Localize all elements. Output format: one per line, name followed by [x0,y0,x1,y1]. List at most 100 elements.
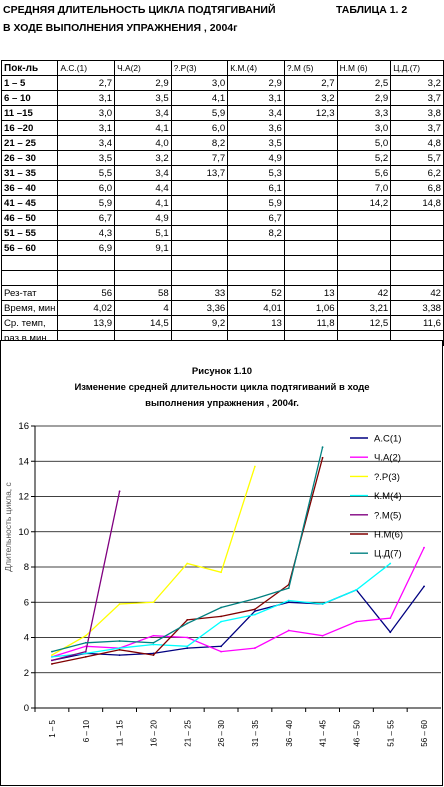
data-point [186,636,189,639]
data-point [220,645,222,648]
data-point [51,659,53,662]
data-point [389,631,392,634]
data-point [51,650,53,653]
x-tick-label: 16 – 20 [149,719,158,746]
x-tick-label: 36 – 40 [285,719,294,746]
legend-label: Н.М(6) [374,530,403,541]
y-tick-label: 2 [24,668,29,679]
data-table: Пок-ль А.С.(1) Ч.А(2) ?.Р(3) К.М.(4) ?.М (5) Н… [0,60,444,346]
data-point [254,610,256,612]
data-point [321,634,324,637]
data-point [84,650,87,653]
series-line [51,466,256,656]
data-point [186,562,189,565]
data-point [51,655,53,658]
data-point [84,652,87,655]
data-point [152,654,155,657]
data-point [287,587,290,590]
page-title: СРЕДНЯЯ ДЛИТЕЛЬНОСТЬ ЦИКЛА ПОДТЯГИВАНИЙ [3,4,276,16]
data-point [321,603,324,605]
data-point [220,571,222,574]
legend-label: ?.Р(3) [374,472,400,483]
y-tick-label: 10 [18,527,29,538]
page-subtitle: В ХОДЕ ВЫПОЛНЕНИЯ УПРАЖНЕНИЯ , 2004г [3,22,238,34]
series-line [51,562,391,658]
x-tick-label: 46 – 50 [352,719,361,746]
data-point [321,446,324,449]
legend-label: Ц.Д(7) [374,549,402,560]
data-point [118,490,121,493]
data-point [254,597,256,600]
data-point [118,654,121,657]
data-point [254,465,256,468]
data-point [287,599,290,602]
data-point [186,647,189,649]
x-tick-label: 1 – 5 [48,719,57,737]
data-point [51,654,53,657]
table-cell: 3,4 [114,105,172,121]
data-point [287,629,290,632]
data-point [355,589,358,591]
data-point [254,647,256,649]
table-row: 11 –15 3,0 3,4 5,9 3,4 12,3 3,3 3,8 [0,105,444,121]
summary-row: Ср. темп, 13,9 14,5 9,2 13 11,8 12,5 11,6 [0,315,444,331]
data-point [84,634,87,637]
table-row: 26 – 30 3,5 3,2 7,7 4,9 5,2 5,7 [0,150,444,166]
data-point [118,647,121,649]
chart-title: Рисунок 1.10 [192,366,252,377]
x-tick-label: 6 – 10 [82,719,91,742]
data-point [389,562,392,565]
table-cell: 3,5 [114,90,172,106]
data-point [423,546,425,549]
chart-area [0,340,443,786]
data-point [118,648,121,651]
data-point [254,613,256,616]
x-tick-label: 21 – 25 [183,719,192,746]
table-label: ТАБЛИЦА 1. 2 [336,4,408,16]
table-row: 51 – 55 4,3 5,1 8,2 [0,225,444,241]
data-point [152,643,155,646]
data-point [152,601,155,604]
data-point [220,650,222,653]
x-tick-label: 31 – 35 [251,719,260,746]
y-axis-label: Длительность цикла, с [3,481,13,571]
data-point [84,655,87,658]
data-point [287,601,290,604]
x-tick-label: 56 – 60 [420,719,429,746]
column-header: Ц.Д.(7) [390,60,444,76]
x-tick-label: 41 – 45 [319,719,328,746]
series-line [51,586,425,662]
legend-label: ?.М(5) [374,510,401,521]
data-point [186,645,189,648]
y-tick-label: 6 [24,597,29,608]
data-point [220,615,222,618]
data-point [152,641,155,644]
data-point [118,640,121,642]
y-tick-label: 12 [18,492,29,503]
data-point [389,617,392,620]
data-point [152,634,155,637]
table-row: 1 – 5 2,7 2,9 3,0 2,9 2,7 2,5 3,2 [0,75,444,91]
table-cell: 6,0 [57,180,116,196]
legend-label: А.С(1) [374,434,401,445]
chart-subtitle: Изменение средней длительности цикла под… [74,382,369,393]
data-point [84,641,87,644]
series-line [51,457,324,665]
y-tick-label: 8 [24,562,29,573]
data-point [254,608,256,611]
y-tick-label: 14 [18,456,29,467]
data-point [220,606,222,609]
table-cell: 11,6 [390,315,444,331]
legend-label: К.М(4) [374,491,402,502]
blank-row [0,255,444,271]
row-label: 51 – 55 [0,225,59,241]
data-point [355,620,358,623]
data-point [423,585,425,588]
y-tick-label: 16 [18,421,29,432]
data-point [186,618,189,621]
x-tick-label: 26 – 30 [217,719,226,746]
table-row: 6 – 10 3,1 3,5 4,1 3,1 3,2 2,9 3,7 [0,90,444,106]
table-cell: 4,0 [114,135,172,151]
x-tick-label: 11 – 15 [116,719,125,746]
